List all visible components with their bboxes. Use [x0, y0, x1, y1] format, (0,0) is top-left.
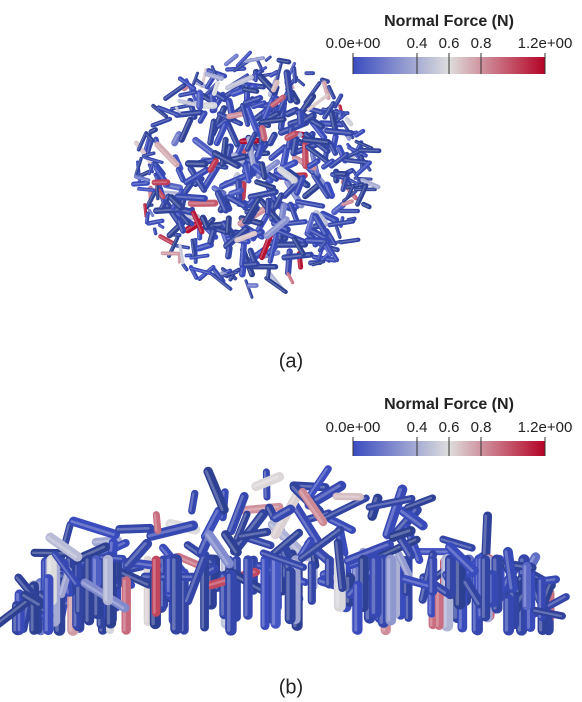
colorbar-tick-label: 0.8: [471, 35, 492, 52]
colorbar-tick-label: 0.6: [439, 419, 460, 436]
particle-highlight: [267, 200, 268, 212]
particle-highlight: [304, 145, 305, 166]
colorbar-tick-label: 0.6: [439, 35, 460, 52]
panel-label: (a): [279, 350, 303, 372]
particle-highlight: [299, 112, 300, 124]
particle: [149, 210, 152, 215]
particle-highlight: [155, 209, 179, 210]
panel-label: (b): [279, 676, 303, 698]
particle: [207, 78, 213, 87]
particle-rendering-a: [133, 53, 380, 298]
particle-highlight: [484, 516, 486, 553]
particle-highlight: [244, 264, 255, 265]
colorbar-tick-label: 1.2e+00: [518, 419, 573, 436]
particle-highlight: [133, 183, 147, 184]
particle-highlight: [227, 248, 228, 256]
particle: [228, 123, 237, 144]
particle-highlight: [335, 496, 359, 497]
colorbar-tick-label: 0.0e+00: [326, 35, 381, 52]
colorbar-tick-label: 0.4: [407, 35, 428, 52]
figure: Normal Force (N)0.0e+000.40.60.81.2e+00(…: [0, 0, 582, 702]
colorbar-tick-label: 1.2e+00: [518, 35, 573, 52]
colorbar-tick-label: 0.0e+00: [326, 419, 381, 436]
colorbar-title: Normal Force (N): [384, 396, 514, 413]
particle-highlight: [227, 218, 228, 232]
colorbar-tick-label: 0.8: [471, 419, 492, 436]
colorbar-title: Normal Force (N): [384, 13, 514, 30]
particle-highlight: [155, 515, 156, 531]
colorbar-tick-label: 0.4: [407, 419, 428, 436]
particle: [182, 120, 191, 140]
particle-highlight: [323, 498, 365, 519]
particle: [288, 274, 293, 283]
particle-highlight: [118, 528, 149, 529]
particle-rendering-b: [0, 469, 566, 630]
